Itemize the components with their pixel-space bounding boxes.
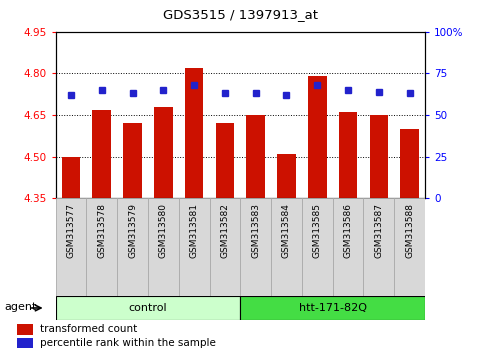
Bar [148, 198, 179, 296]
Bar [246, 115, 265, 198]
Bar [92, 109, 111, 198]
Bar [302, 198, 333, 296]
Bar [16, 324, 33, 335]
Bar [16, 338, 33, 348]
Text: GSM313586: GSM313586 [343, 203, 353, 258]
Text: GDS3515 / 1397913_at: GDS3515 / 1397913_at [163, 8, 318, 21]
Bar [179, 198, 210, 296]
Bar [339, 112, 357, 198]
Text: GSM313588: GSM313588 [405, 203, 414, 258]
Text: GSM313581: GSM313581 [190, 203, 199, 258]
Text: GSM313585: GSM313585 [313, 203, 322, 258]
Bar [400, 129, 419, 198]
Bar [277, 154, 296, 198]
Bar [241, 296, 425, 320]
Bar [369, 115, 388, 198]
Text: GSM313587: GSM313587 [374, 203, 384, 258]
Bar [86, 198, 117, 296]
Bar [394, 198, 425, 296]
Text: GSM313583: GSM313583 [251, 203, 260, 258]
Bar [117, 198, 148, 296]
Bar [241, 198, 271, 296]
Bar [56, 296, 241, 320]
Bar [271, 198, 302, 296]
Bar [154, 107, 172, 198]
Bar [56, 198, 86, 296]
Text: GSM313584: GSM313584 [282, 203, 291, 258]
Text: GSM313580: GSM313580 [159, 203, 168, 258]
Bar [215, 123, 234, 198]
Bar [62, 156, 80, 198]
Text: agent: agent [4, 302, 37, 312]
Text: GSM313577: GSM313577 [67, 203, 75, 258]
Bar [185, 68, 203, 198]
Bar [210, 198, 240, 296]
Text: transformed count: transformed count [40, 325, 137, 335]
Text: htt-171-82Q: htt-171-82Q [298, 303, 367, 313]
Text: percentile rank within the sample: percentile rank within the sample [40, 338, 216, 348]
Text: GSM313579: GSM313579 [128, 203, 137, 258]
Bar [308, 76, 327, 198]
Bar [333, 198, 364, 296]
Text: control: control [128, 303, 167, 313]
Bar [123, 123, 142, 198]
Text: GSM313582: GSM313582 [220, 203, 229, 258]
Text: GSM313578: GSM313578 [97, 203, 106, 258]
Bar [364, 198, 394, 296]
